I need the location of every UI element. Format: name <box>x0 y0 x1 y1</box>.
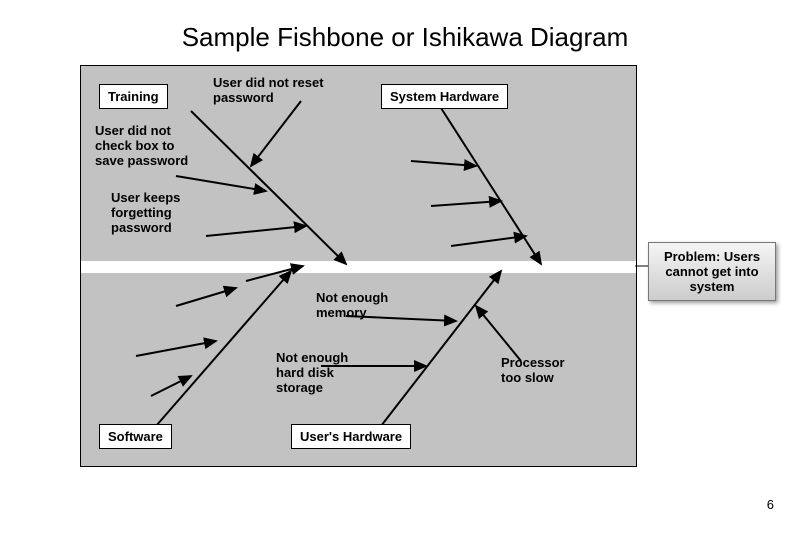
category-box-training: Training <box>99 84 168 109</box>
category-box-system-hardware: System Hardware <box>381 84 508 109</box>
cause-not-enough-memory: Not enough memory <box>316 291 396 321</box>
cause-processor-slow: Processor too slow <box>501 356 581 386</box>
page-title: Sample Fishbone or Ishikawa Diagram <box>0 22 810 53</box>
category-box-users-hardware: User's Hardware <box>291 424 411 449</box>
cause-not-enough-disk: Not enough hard disk storage <box>276 351 376 396</box>
problem-box: Problem: Users cannot get into system <box>648 242 776 301</box>
fishbone-canvas: Training System Hardware Software User's… <box>80 65 637 467</box>
category-box-software: Software <box>99 424 172 449</box>
cause-user-forgets: User keeps forgetting password <box>111 191 206 236</box>
page-number: 6 <box>767 497 774 512</box>
cause-user-not-checkbox: User did not check box to save password <box>95 124 205 169</box>
cause-user-not-reset: User did not reset password <box>213 76 328 106</box>
